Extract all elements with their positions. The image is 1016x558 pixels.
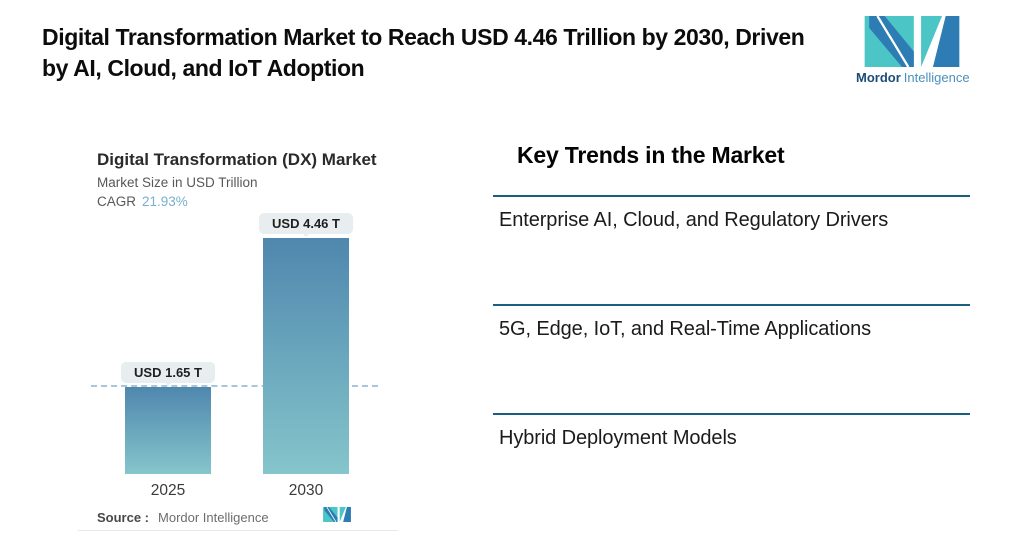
cagr-label: CAGR — [97, 194, 137, 209]
key-trends-panel: Key Trends in the Market Enterprise AI, … — [493, 130, 970, 449]
page-title: Digital Transformation Market to Reach U… — [42, 24, 805, 81]
mordor-logo-small-icon — [323, 507, 351, 522]
trend-item-5g-edge-iot: 5G, Edge, IoT, and Real-Time Application… — [493, 304, 970, 413]
bar-label-2025: USD 1.65 T — [121, 362, 215, 383]
brand-name: Mordor Intelligence — [856, 70, 970, 85]
bar-2030 — [263, 238, 349, 474]
x-axis-label-2030: 2030 — [288, 482, 324, 499]
brand-logo: Mordor Intelligence — [856, 16, 970, 85]
trend-list: Enterprise AI, Cloud, and Regulatory Dri… — [493, 195, 970, 522]
chart-title: Digital Transformation (DX) Market — [97, 150, 377, 169]
brand-name-bold: Mordor — [856, 70, 901, 85]
cagr-value: 21.93% — [142, 194, 188, 209]
source-value: Mordor Intelligence — [158, 510, 269, 525]
chart-cagr: CAGR 21.93% — [97, 194, 188, 209]
mordor-logo-icon — [864, 16, 960, 67]
bar-2025 — [125, 387, 211, 474]
reference-dashed-line — [91, 385, 378, 387]
x-axis-label-2025: 2025 — [150, 482, 186, 499]
source-label: Source : — [97, 510, 150, 525]
chart-subtitle: Market Size in USD Trillion — [97, 175, 258, 190]
brand-name-light: Intelligence — [903, 70, 970, 85]
trend-item-hybrid-deployment: Hybrid Deployment Models — [493, 413, 970, 522]
trends-heading: Key Trends in the Market — [517, 142, 785, 168]
dx-market-chart-card: Digital Transformation (DX) Market Marke… — [78, 130, 398, 531]
bar-label-2030: USD 4.46 T — [259, 213, 353, 234]
source-row: Source : Mordor Intelligence — [97, 510, 269, 525]
trend-item-enterprise-ai: Enterprise AI, Cloud, and Regulatory Dri… — [493, 195, 970, 304]
